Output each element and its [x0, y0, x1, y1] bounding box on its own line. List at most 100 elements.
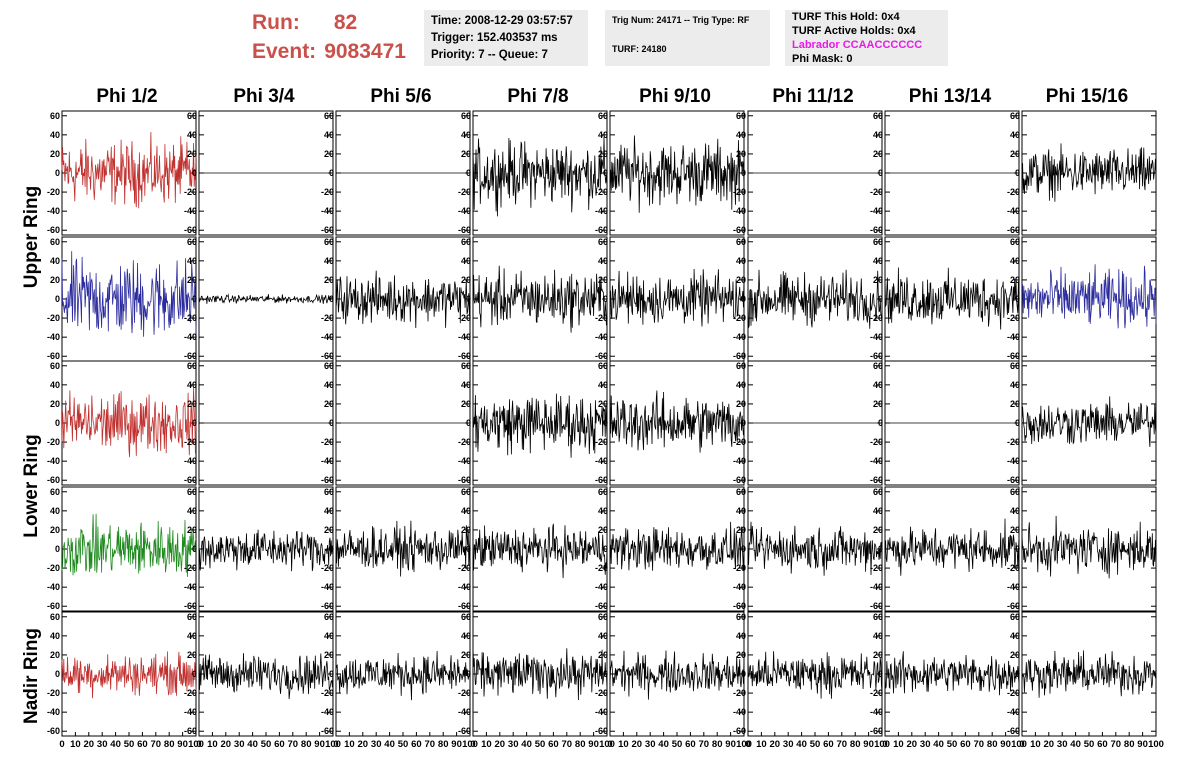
y-tick-label: 0 [55, 669, 60, 679]
x-tick-label: 40 [933, 739, 944, 750]
x-tick-label: 50 [1084, 739, 1095, 750]
y-tick-label: 40 [187, 631, 197, 641]
waveform-trace [747, 651, 883, 699]
y-tick-label: -60 [321, 225, 334, 235]
waveform-panel-frame [1021, 611, 1157, 737]
y-tick-label: 60 [1010, 487, 1020, 497]
y-tick-label: -60 [870, 475, 883, 485]
y-tick-label: -20 [1007, 313, 1020, 323]
x-tick-label: 100 [462, 739, 478, 750]
x-tick-label: 0 [470, 739, 475, 750]
y-tick-label: 60 [873, 487, 883, 497]
y-tick-label: -60 [458, 601, 471, 611]
y-tick-label: -60 [1007, 351, 1020, 361]
y-tick-label: 60 [50, 237, 60, 247]
y-tick-label: 20 [324, 650, 334, 660]
y-tick-label: -60 [458, 475, 471, 485]
waveform-trace [609, 650, 745, 700]
y-tick-label: 40 [736, 631, 746, 641]
column-header-phi-1-2: Phi 1/2 [96, 86, 158, 107]
y-tick-label: -40 [733, 456, 746, 466]
y-tick-label: 60 [1010, 361, 1020, 371]
x-tick-label: 100 [188, 739, 204, 750]
y-tick-label: 40 [598, 256, 608, 266]
y-tick-label: -40 [1007, 707, 1020, 717]
y-tick-label: -60 [321, 726, 334, 736]
waveform-trace [335, 520, 471, 577]
y-tick-label: -60 [321, 475, 334, 485]
x-tick-label: 60 [1097, 739, 1108, 750]
x-tick-label: 70 [288, 739, 299, 750]
y-tick-label: -60 [870, 601, 883, 611]
y-tick-label: 0 [741, 168, 746, 178]
y-tick-label: -40 [184, 582, 197, 592]
y-tick-label: -40 [733, 206, 746, 216]
y-tick-label: 20 [187, 650, 197, 660]
y-tick-label: 0 [466, 168, 471, 178]
x-tick-label: 30 [1057, 739, 1068, 750]
waveform-trace [198, 653, 334, 700]
y-tick-label: 40 [50, 130, 60, 140]
waveform-trace [1021, 650, 1157, 698]
column-header-phi-7-8: Phi 7/8 [507, 86, 569, 107]
y-tick-label: 40 [324, 506, 334, 516]
waveform-trace [1021, 396, 1157, 448]
x-tick-label: 0 [333, 739, 338, 750]
y-tick-label: 40 [187, 130, 197, 140]
x-tick-label: 70 [974, 739, 985, 750]
x-tick-label: 60 [960, 739, 971, 750]
y-tick-label: 20 [50, 650, 60, 660]
y-tick-label: -20 [458, 688, 471, 698]
y-tick-label: 20 [461, 650, 471, 660]
y-tick-label: 0 [878, 168, 883, 178]
y-tick-label: 0 [55, 418, 60, 428]
y-tick-label: 0 [603, 168, 608, 178]
y-tick-label: 40 [1010, 631, 1020, 641]
x-tick-label: 70 [837, 739, 848, 750]
y-tick-label: 40 [187, 380, 197, 390]
y-tick-label: 40 [461, 506, 471, 516]
y-tick-label: 40 [187, 256, 197, 266]
waveform-trace [335, 270, 471, 329]
y-tick-label: -40 [321, 707, 334, 717]
y-tick-label: -60 [47, 225, 60, 235]
y-tick-label: -60 [733, 351, 746, 361]
x-tick-label: 70 [1111, 739, 1122, 750]
y-tick-label: -40 [595, 582, 608, 592]
x-tick-label: 10 [207, 739, 218, 750]
x-tick-label: 70 [151, 739, 162, 750]
y-tick-label: -20 [595, 313, 608, 323]
y-tick-label: 40 [461, 631, 471, 641]
y-tick-label: -20 [733, 437, 746, 447]
trig-num-text: Trig Num: 24171 -- Trig Type: RF [612, 15, 750, 25]
y-tick-label: 40 [873, 130, 883, 140]
x-tick-label: 60 [685, 739, 696, 750]
waveform-panel-frame [609, 110, 745, 236]
x-tick-label: 80 [712, 739, 723, 750]
y-tick-label: 0 [55, 168, 60, 178]
waveform-trace [1021, 264, 1157, 329]
y-tick-label: 0 [741, 669, 746, 679]
trigger-panel: Trig Num: 24171 -- Trig Type: RF TURF: 2… [605, 10, 770, 66]
waveform-trace [61, 651, 197, 699]
y-tick-label: 20 [736, 525, 746, 535]
y-tick-label: 20 [187, 525, 197, 535]
y-tick-label: 0 [878, 418, 883, 428]
y-tick-label: -20 [733, 563, 746, 573]
waveform-trace [609, 135, 745, 213]
y-tick-label: -20 [321, 187, 334, 197]
x-tick-label: 0 [607, 739, 612, 750]
y-tick-label: -20 [184, 563, 197, 573]
y-tick-label: -40 [458, 582, 471, 592]
x-tick-label: 70 [425, 739, 436, 750]
y-tick-label: 20 [461, 399, 471, 409]
waveform-trace [198, 529, 334, 572]
x-tick-label: 10 [481, 739, 492, 750]
y-tick-label: 20 [598, 399, 608, 409]
y-tick-label: 60 [736, 487, 746, 497]
y-tick-label: -40 [870, 206, 883, 216]
x-tick-label: 20 [495, 739, 506, 750]
y-tick-label: -40 [870, 707, 883, 717]
x-tick-label: 100 [325, 739, 341, 750]
x-tick-label: 90 [177, 739, 188, 750]
